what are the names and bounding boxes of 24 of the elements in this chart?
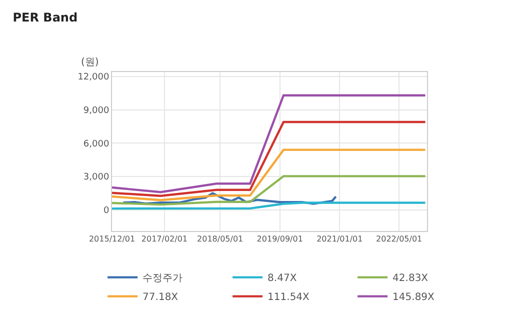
line-series [112,94,426,194]
legend-label: 8.47X [268,273,297,284]
line-series [122,192,337,205]
chart-title: PER Band [12,10,78,24]
x-tick-label: 2017/02/01 [141,234,188,244]
x-tick-label: 2022/05/01 [376,234,422,244]
x-tick-label: 2019/09/01 [256,234,303,244]
line-series [112,148,426,202]
legend-label: 145.89X [392,292,435,304]
legend-label: 수정주가 [142,273,183,284]
y-tick-label: 0 [103,206,110,216]
legend-label: 42.83X [392,273,428,284]
y-tick-label: 9,000 [83,106,110,116]
line-series [112,120,426,197]
x-tick-label: 2021/01/01 [316,234,363,244]
y-tick-label: 6,000 [83,139,110,150]
x-tick-label: 2015/12/01 [88,234,136,244]
legend-label: 111.54X [268,292,310,304]
y-axis-title: (원) [81,57,99,68]
x-tick-label: 2018/05/01 [197,234,244,244]
y-tick-label: 12,000 [78,72,110,83]
y-tick-label: 3,000 [83,172,110,183]
line-series [112,175,426,206]
legend-label: 77.18X [142,292,178,304]
